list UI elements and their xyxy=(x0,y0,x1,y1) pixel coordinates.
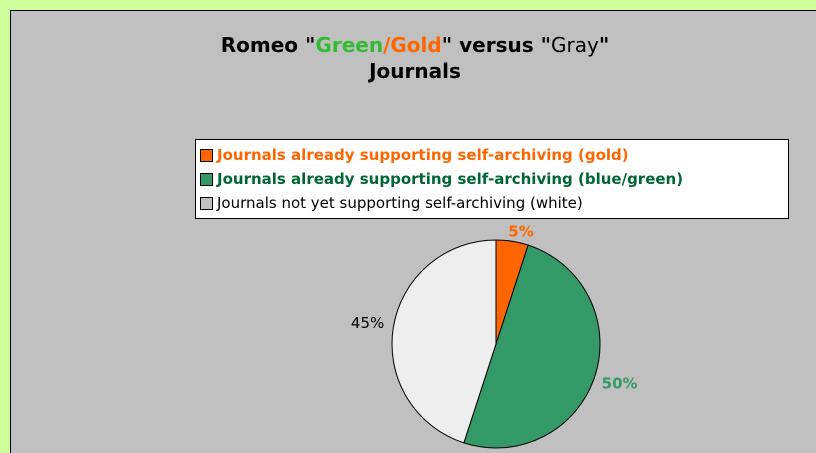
title-line-2: Journals xyxy=(369,59,461,83)
pie-data-label-0: 5% xyxy=(508,223,533,241)
chart-title: Romeo "Green/Gold" versus "Gray" Journal… xyxy=(11,32,816,84)
legend-item-gold: Journals already supporting self-archivi… xyxy=(200,143,788,167)
title-text-1: Romeo " xyxy=(220,33,316,57)
legend-swatch-white xyxy=(200,196,213,210)
legend-label-green: Journals already supporting self-archivi… xyxy=(217,170,684,188)
title-line-1: Romeo "Green/Gold" versus "Gray" xyxy=(11,32,816,58)
title-text-2: " versus " xyxy=(441,33,551,57)
legend-swatch-gold xyxy=(200,148,213,162)
pie-data-label-2: 45% xyxy=(351,314,384,332)
title-gold-word: Gold xyxy=(390,33,442,57)
legend-label-gold: Journals already supporting self-archivi… xyxy=(217,146,629,164)
pie-slice-1 xyxy=(463,244,601,449)
pie-data-label-1: 50% xyxy=(602,375,638,393)
legend-item-green: Journals already supporting self-archivi… xyxy=(200,167,788,191)
legend-label-white: Journals not yet supporting self-archivi… xyxy=(217,194,583,212)
title-gray-word: Gray xyxy=(551,33,599,57)
title-text-3: " xyxy=(598,33,610,57)
title-green-word: Green xyxy=(315,33,384,57)
legend-item-white: Journals not yet supporting self-archivi… xyxy=(200,191,788,215)
pie-slice-2 xyxy=(391,239,497,444)
legend-swatch-green xyxy=(200,172,213,186)
chart-legend: Journals already supporting self-archivi… xyxy=(195,139,789,219)
title-slash: / xyxy=(383,33,391,57)
